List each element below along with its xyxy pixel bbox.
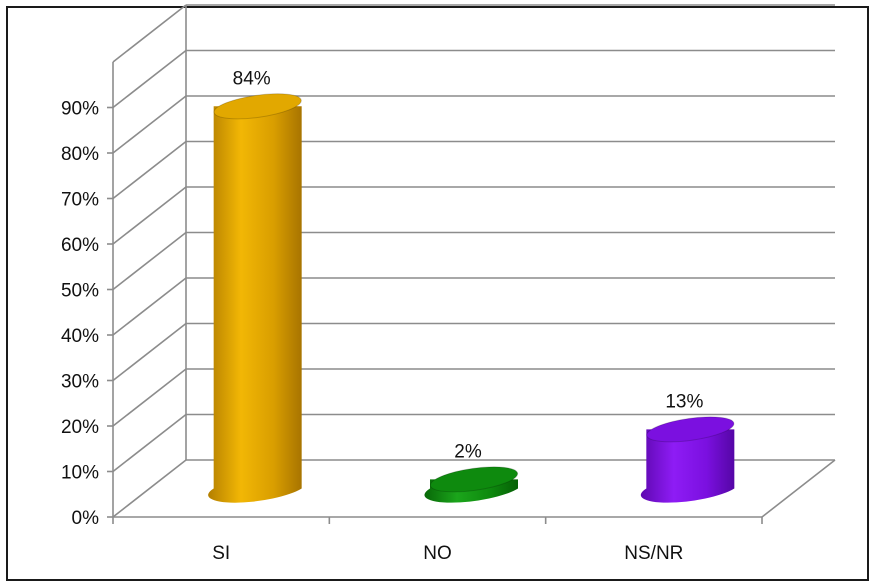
gridline-side xyxy=(112,368,187,427)
bar-top xyxy=(429,466,519,493)
y-tick-label: 60% xyxy=(61,235,99,256)
gridline-side xyxy=(112,140,187,200)
bar-no xyxy=(424,466,519,503)
bar-ns-nr xyxy=(640,416,735,503)
gridline-side xyxy=(112,459,187,518)
bars xyxy=(208,93,735,503)
bar-body xyxy=(640,429,735,503)
gridline-side xyxy=(112,322,187,382)
data-label: 84% xyxy=(233,68,271,89)
x-tick-label: SI xyxy=(212,543,230,564)
bar-body xyxy=(208,106,302,503)
gridline-side xyxy=(112,277,187,336)
floor-right-edge xyxy=(761,459,836,518)
gridline-side xyxy=(112,413,187,473)
y-tick-labels: 0% 10% 20% 30% 40% 50% 60% 70% 80% 90% xyxy=(61,99,99,530)
y-tick-label: 0% xyxy=(72,508,100,529)
y-tick-label: 10% xyxy=(61,463,99,484)
x-tick-label: NO xyxy=(423,543,452,564)
gridline-side xyxy=(112,231,187,291)
y-tick-label: 90% xyxy=(61,99,99,120)
x-tick-label: NS/NR xyxy=(624,543,683,564)
y-tick-label: 20% xyxy=(61,417,99,438)
y-tick-label: 50% xyxy=(61,281,99,302)
data-label: 13% xyxy=(665,391,703,412)
y-tick-label: 70% xyxy=(61,190,99,211)
bar-top xyxy=(646,416,735,443)
data-label: 2% xyxy=(454,441,482,462)
data-labels: 84% 2% 13% xyxy=(233,68,704,462)
y-tick-label: 40% xyxy=(61,326,99,347)
bar-top xyxy=(213,93,302,120)
gridline-side-top xyxy=(112,4,187,63)
gridline-side xyxy=(112,49,187,109)
y-tick-label: 80% xyxy=(61,144,99,165)
gridline-side xyxy=(112,186,187,245)
category-labels: SI NO NS/NR xyxy=(212,543,683,564)
bar-si xyxy=(208,93,302,503)
gridline-side xyxy=(112,95,187,154)
y-tick-label: 30% xyxy=(61,372,99,393)
